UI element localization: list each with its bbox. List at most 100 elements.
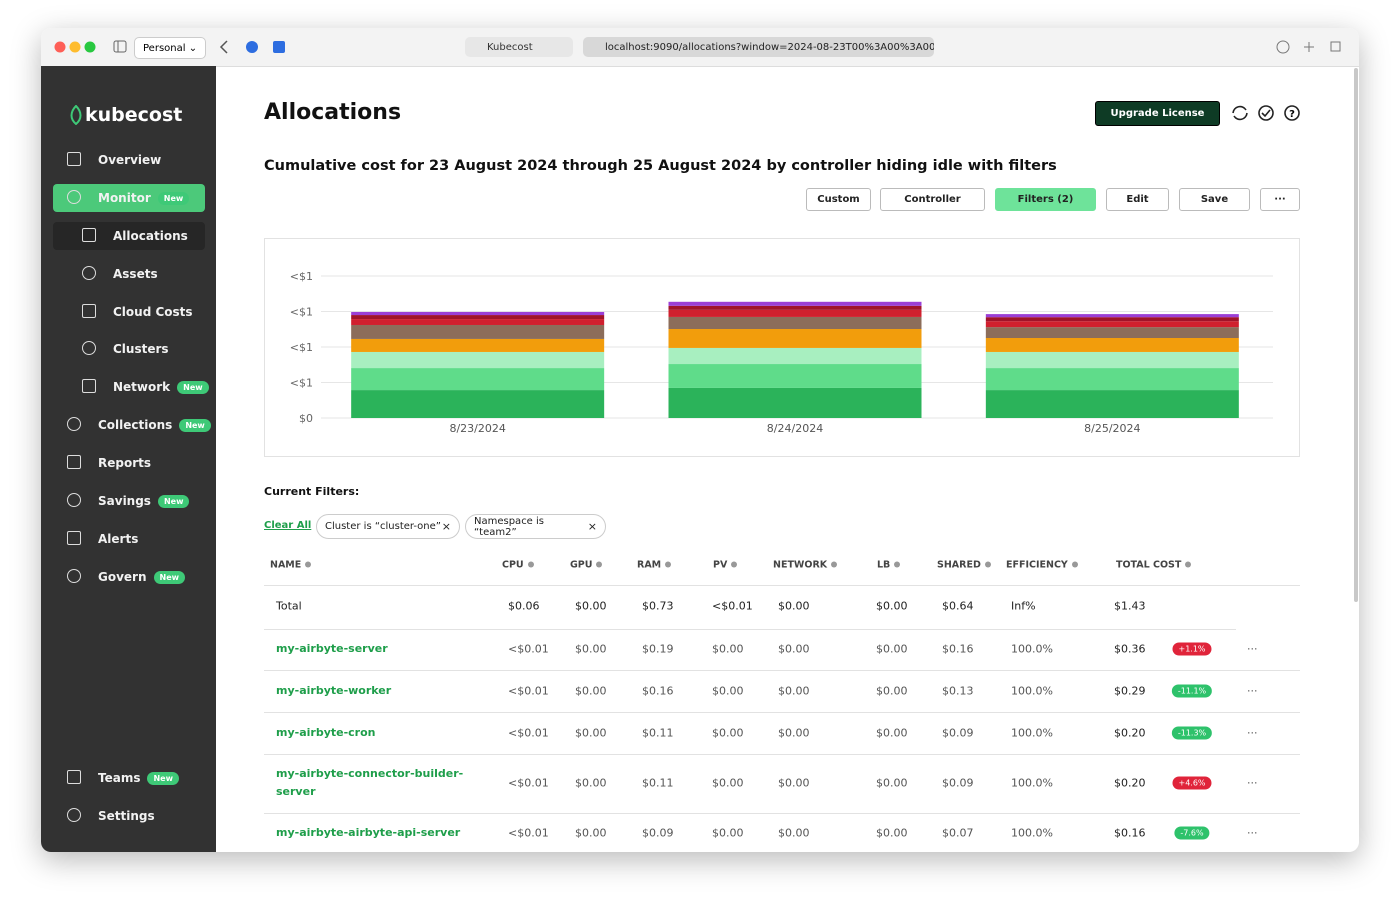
bar-segment bbox=[351, 315, 605, 320]
cell: 100.0% bbox=[1011, 684, 1053, 698]
nav-item[interactable]: Alerts bbox=[53, 525, 205, 553]
header-icons: ? bbox=[1232, 105, 1300, 121]
column-header[interactable]: PV bbox=[713, 560, 738, 571]
column-header[interactable]: GPU bbox=[570, 559, 603, 571]
nav-item[interactable]: Teams New bbox=[53, 764, 205, 792]
subtitle: Cumulative cost for 23 August 2024 throu… bbox=[264, 158, 1057, 174]
column-header[interactable]: SHARED bbox=[937, 560, 991, 571]
nav-label: Teams bbox=[98, 771, 141, 785]
column-header[interactable]: NAME bbox=[270, 560, 312, 571]
row-menu[interactable]: ··· bbox=[1247, 776, 1258, 790]
info-icon bbox=[731, 561, 738, 568]
bar-segment bbox=[985, 390, 1239, 418]
cell: $0.20 bbox=[1114, 776, 1146, 790]
column-label: GPU bbox=[570, 559, 593, 571]
row-menu[interactable]: ··· bbox=[1247, 826, 1258, 840]
info-icon bbox=[1185, 561, 1192, 568]
row-name[interactable]: my-airbyte-connector-builder-server bbox=[276, 767, 464, 798]
nav-item[interactable]: Clusters bbox=[53, 335, 205, 363]
cell: 100.0% bbox=[1011, 642, 1053, 656]
toolbar-button[interactable]: Controller bbox=[880, 188, 985, 211]
nav-badge: New bbox=[147, 771, 179, 785]
clear-all[interactable]: Clear All bbox=[264, 520, 312, 531]
bar-segment bbox=[668, 305, 922, 310]
nav-label: Overview bbox=[98, 153, 162, 167]
row-name[interactable]: my-airbyte-airbyte-api-server bbox=[276, 826, 461, 839]
column-header[interactable]: CPU bbox=[502, 560, 534, 571]
row-separator bbox=[264, 813, 1300, 814]
filter-chip[interactable]: Cluster is “cluster-one” × bbox=[316, 514, 460, 539]
toolbar-button[interactable]: Edit bbox=[1106, 188, 1169, 211]
cell: $0.64 bbox=[942, 599, 974, 613]
nav-item[interactable]: Cloud Costs bbox=[53, 298, 205, 326]
url: localhost:9090/allocations?window=2024-0… bbox=[605, 41, 934, 53]
bar-segment bbox=[985, 368, 1239, 391]
cell: $0.00 bbox=[876, 684, 908, 698]
nav-item[interactable]: Network New bbox=[53, 373, 209, 401]
bar-segment bbox=[985, 338, 1239, 352]
bar-segment bbox=[351, 351, 605, 369]
brand: kubecost bbox=[67, 104, 182, 126]
cell: <$0.01 bbox=[508, 684, 549, 698]
nav-badge: New bbox=[157, 191, 190, 205]
toolbar-button[interactable]: Save bbox=[1179, 188, 1250, 211]
row-menu[interactable]: ··· bbox=[1247, 642, 1258, 656]
cell: $0.73 bbox=[642, 599, 674, 613]
bar-segment bbox=[668, 316, 922, 330]
cell: $0.00 bbox=[712, 642, 744, 656]
brand-logo bbox=[70, 105, 82, 125]
toolbar-button[interactable]: Custom bbox=[806, 188, 871, 211]
chip-remove[interactable]: × bbox=[441, 520, 451, 533]
nav-label: Settings bbox=[98, 809, 155, 823]
row-menu[interactable]: ··· bbox=[1247, 684, 1258, 698]
info-icon bbox=[596, 561, 603, 568]
cell: $0.07 bbox=[942, 826, 974, 840]
row-name[interactable]: my-airbyte-server bbox=[276, 642, 388, 655]
filter-chip[interactable]: Namespace is “team2” × bbox=[465, 514, 606, 539]
toolbar-button[interactable]: ··· bbox=[1260, 188, 1300, 211]
cell: $0.00 bbox=[778, 684, 810, 698]
cell: $0.13 bbox=[942, 684, 974, 698]
nav-icon bbox=[67, 455, 81, 469]
toolbar-button[interactable]: Filters (2) bbox=[995, 188, 1096, 211]
column-header[interactable]: RAM bbox=[637, 560, 672, 571]
nav-item[interactable]: Collections New bbox=[53, 411, 211, 439]
column-header[interactable]: EFFICIENCY bbox=[1006, 560, 1078, 571]
cell: $0.00 bbox=[778, 599, 810, 613]
cell: $0.20 bbox=[1114, 726, 1146, 740]
nav-item[interactable]: Settings bbox=[53, 802, 205, 830]
upgrade-button[interactable]: Upgrade License bbox=[1095, 101, 1220, 126]
profile-label: Personal bbox=[143, 42, 186, 54]
cell: Inf% bbox=[1011, 599, 1036, 613]
scrollbar bbox=[1354, 68, 1358, 602]
cell: $0.00 bbox=[575, 726, 607, 740]
nav-item[interactable]: Govern New bbox=[53, 563, 205, 591]
row-name[interactable]: my-airbyte-worker bbox=[276, 684, 392, 697]
row-menu[interactable]: ··· bbox=[1247, 726, 1258, 740]
nav-item[interactable]: Savings New bbox=[53, 487, 205, 515]
nav-item[interactable]: Assets bbox=[53, 260, 205, 288]
chip-remove[interactable]: × bbox=[587, 520, 597, 533]
column-header[interactable]: LB bbox=[877, 560, 901, 571]
cell: $0.00 bbox=[778, 642, 810, 656]
change-badge: +1.1% bbox=[1172, 642, 1212, 656]
filters-title: Current Filters: bbox=[264, 485, 360, 498]
nav-label: Clusters bbox=[113, 342, 169, 356]
info-icon bbox=[305, 561, 312, 568]
nav-item[interactable]: Monitor New bbox=[53, 184, 205, 212]
info-icon bbox=[894, 561, 901, 568]
nav-item[interactable]: Reports bbox=[53, 449, 205, 477]
bar-segment bbox=[668, 301, 922, 306]
column-header[interactable]: NETWORK bbox=[773, 560, 838, 571]
nav-icon bbox=[67, 770, 81, 784]
info-icon bbox=[1071, 561, 1078, 568]
tab[interactable]: Kubecost bbox=[465, 37, 573, 57]
address-bar[interactable]: localhost:9090/allocations?window=2024-0… bbox=[583, 37, 934, 57]
column-header[interactable]: TOTAL COST bbox=[1116, 560, 1192, 571]
profile-button[interactable]: Personal ⌄ bbox=[134, 37, 207, 59]
row-name[interactable]: my-airbyte-cron bbox=[276, 726, 376, 739]
row-separator bbox=[264, 754, 1300, 755]
nav-item[interactable]: Allocations bbox=[53, 222, 205, 250]
nav-icon bbox=[82, 266, 96, 280]
nav-item[interactable]: Overview bbox=[53, 146, 205, 174]
